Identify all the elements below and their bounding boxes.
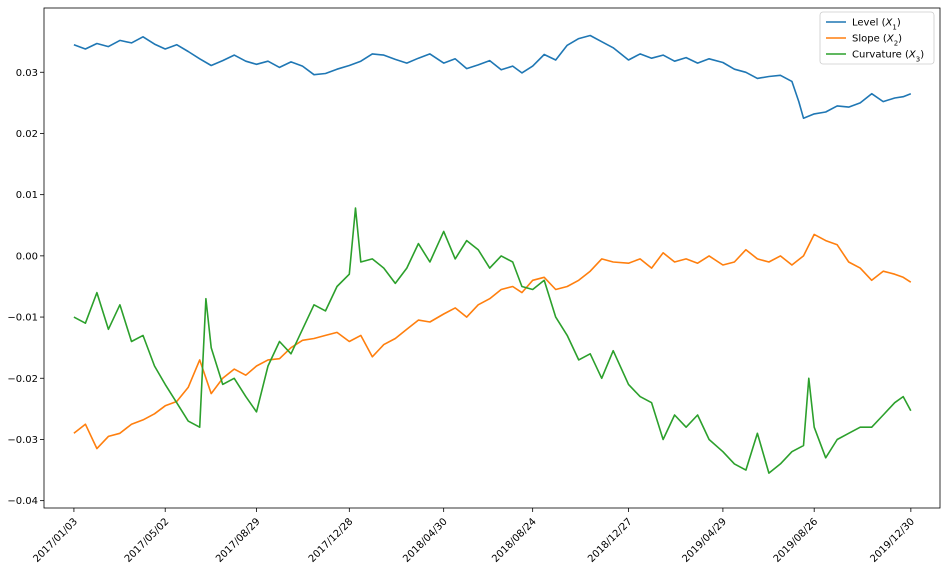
legend-frame	[819, 11, 935, 65]
x-tick-label: 2019/12/30	[868, 516, 917, 565]
legend-label: Slope (X2)	[852, 34, 902, 48]
y-tick-label: −0.03	[7, 435, 38, 446]
y-tick-label: −0.02	[7, 374, 38, 385]
legend-label-part: 3	[916, 56, 920, 64]
series-layer	[73, 34, 912, 474]
y-tick-label: 0.01	[16, 190, 38, 201]
x-axis: 2017/01/03 2017/05/02 2017/08/29 2017/12/28…	[32, 508, 917, 565]
legend-label-part: )	[920, 50, 924, 61]
plot-frame	[43, 7, 941, 509]
series-line-3	[73, 207, 912, 474]
legend: Level (X1)Slope (X2)Curvature (X3)	[819, 11, 935, 65]
legend-label-part: Slope (	[852, 34, 887, 45]
legend-label-part: 1	[892, 24, 896, 32]
y-tick-label: −0.04	[7, 496, 38, 507]
x-tick-label: 2017/12/28	[307, 516, 356, 565]
x-tick-label: 2017/05/02	[123, 516, 172, 565]
y-tick-label: −0.01	[7, 313, 38, 324]
x-tick-label: 2017/08/29	[214, 516, 263, 565]
x-tick-label: 2018/08/24	[490, 516, 539, 565]
y-axis: 0.03 0.02 0.01 0.00 −0.01 −0.02 −0.03 −0.04	[7, 68, 44, 507]
x-tick-label: 2018/12/27	[586, 516, 635, 565]
legend-label: Level (X1)	[852, 18, 901, 32]
legend-label-part: X	[886, 34, 895, 45]
legend-label: Curvature (X3)	[852, 50, 924, 64]
legend-label-part: )	[898, 34, 902, 45]
plot-area	[44, 8, 940, 508]
y-tick-label: 0.00	[16, 251, 38, 262]
x-tick-label: 2019/04/29	[680, 516, 729, 565]
legend-label-part: )	[897, 18, 901, 29]
legend-label-part: Level (	[852, 18, 886, 29]
series-line-2	[73, 233, 912, 450]
legend-label-part: X	[884, 18, 893, 29]
x-tick-label: 2019/08/26	[772, 516, 821, 565]
legend-label-part: X	[908, 50, 917, 61]
legend-label-part: 2	[894, 40, 898, 48]
legend-label-part: Curvature (	[852, 50, 909, 61]
x-tick-label: 2017/01/03	[32, 516, 81, 565]
x-tick-label: 2018/04/30	[401, 516, 450, 565]
series-line-1	[73, 34, 912, 119]
y-tick-label: 0.03	[16, 68, 38, 79]
y-tick-label: 0.02	[16, 129, 38, 140]
